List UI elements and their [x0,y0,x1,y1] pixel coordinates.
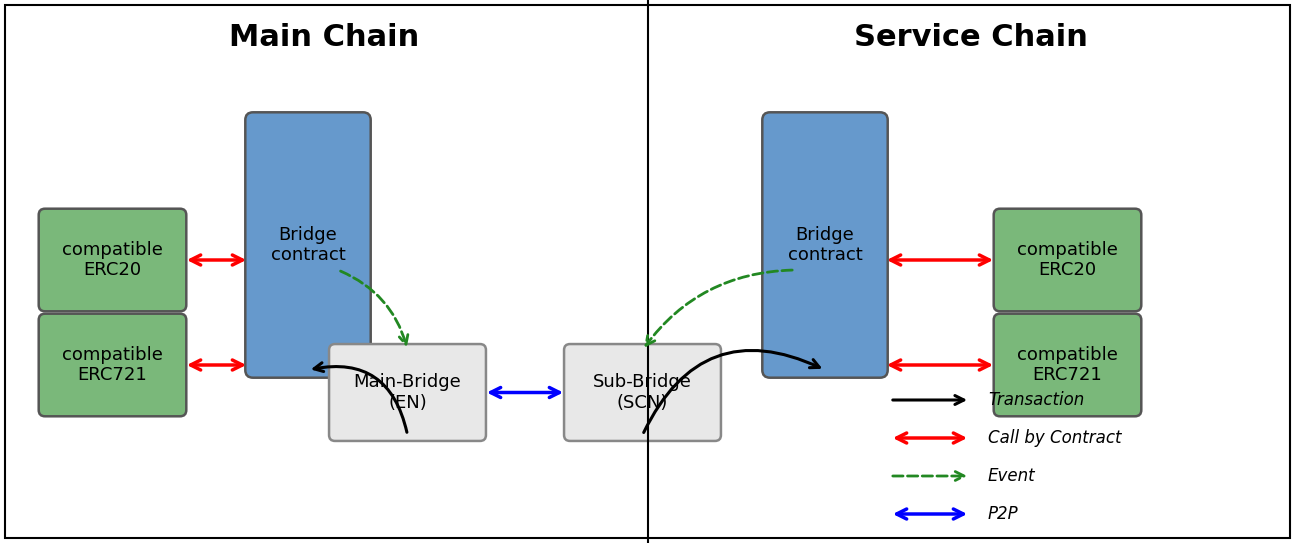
FancyBboxPatch shape [763,112,887,378]
Text: Sub-Bridge
(SCN): Sub-Bridge (SCN) [593,373,692,412]
FancyBboxPatch shape [329,344,486,441]
Text: Transaction: Transaction [988,391,1084,409]
Text: Main Chain: Main Chain [229,23,418,53]
FancyBboxPatch shape [565,344,721,441]
FancyBboxPatch shape [245,112,370,378]
Text: Service Chain: Service Chain [855,23,1088,53]
Text: Bridge
contract: Bridge contract [271,225,346,264]
FancyBboxPatch shape [39,209,186,311]
Text: compatible
ERC20: compatible ERC20 [1017,241,1118,280]
Text: compatible
ERC20: compatible ERC20 [62,241,163,280]
Text: Event: Event [988,467,1036,485]
Text: Call by Contract: Call by Contract [988,429,1121,447]
Text: Main-Bridge
(EN): Main-Bridge (EN) [354,373,461,412]
FancyBboxPatch shape [993,314,1141,416]
Text: P2P: P2P [988,505,1019,523]
Text: compatible
ERC721: compatible ERC721 [1017,345,1118,384]
Text: compatible
ERC721: compatible ERC721 [62,345,163,384]
FancyBboxPatch shape [993,209,1141,311]
FancyBboxPatch shape [39,314,186,416]
Text: Bridge
contract: Bridge contract [787,225,862,264]
